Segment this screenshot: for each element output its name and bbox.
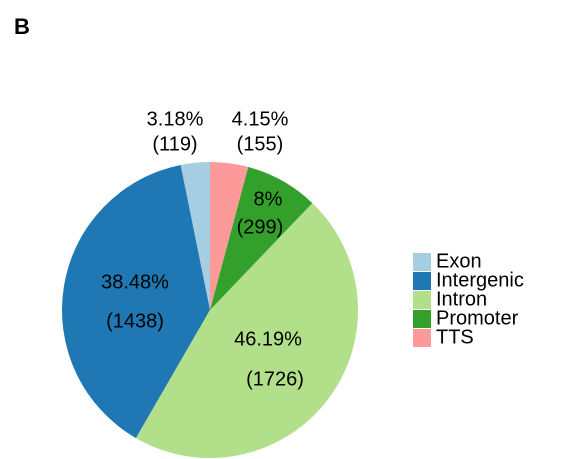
legend-swatch (413, 253, 431, 271)
legend-label: Exon (436, 250, 482, 272)
pie-slice (135, 203, 358, 459)
value-label: 4.15% (232, 108, 289, 130)
value-label: 46.19% (234, 328, 302, 350)
value-label: 3.18% (147, 108, 204, 130)
pie-slice (210, 167, 313, 310)
legend-swatch (413, 272, 431, 290)
count-label: (119) (152, 133, 197, 155)
legend-label: Intron (436, 288, 487, 310)
panel-label: B (14, 14, 30, 39)
count-label: (299) (237, 216, 284, 238)
legend-label: Intergenic (436, 269, 524, 291)
count-label: (1726) (246, 368, 304, 390)
legend-label: Promoter (436, 307, 519, 329)
legend-swatch (413, 329, 431, 347)
pie-slice (180, 162, 210, 310)
count-label: (1438) (106, 310, 164, 332)
pie-slice (61, 164, 211, 439)
value-label: 8% (254, 188, 283, 210)
legend-label: TTS (436, 326, 474, 348)
legend-swatch (413, 310, 431, 328)
value-label: 38.48% (101, 271, 169, 293)
count-label: (155) (237, 133, 284, 155)
pie-slice (210, 162, 249, 310)
legend-swatch (413, 291, 431, 309)
